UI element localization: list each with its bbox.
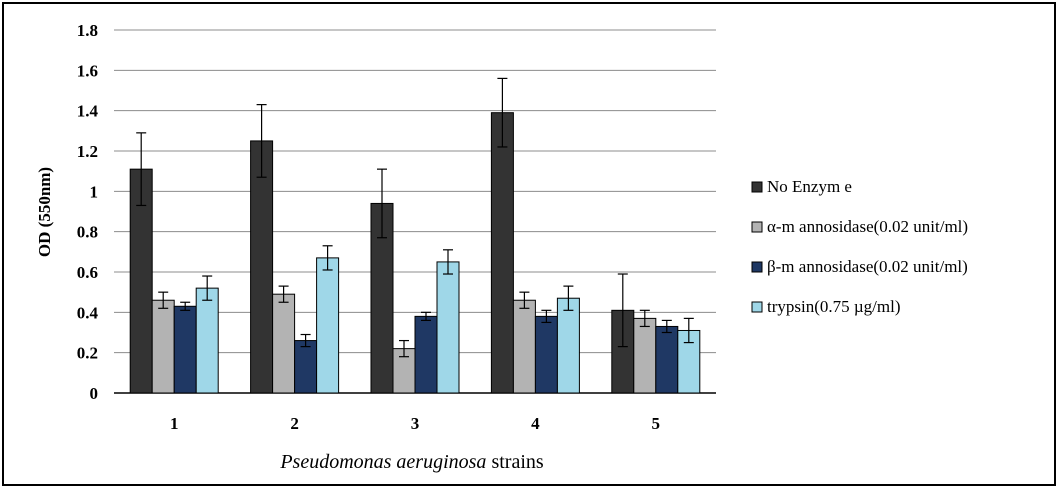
bar bbox=[195, 287, 219, 394]
legend-swatch bbox=[751, 221, 763, 233]
y-axis-ticks: 0 0.2 0.4 0.6 0.8 1 1.2 1.4 1.6 1.8 bbox=[77, 21, 99, 403]
y-tick-label: 1.4 bbox=[77, 102, 99, 121]
y-tick-label: 0.8 bbox=[77, 223, 98, 242]
bar bbox=[316, 257, 340, 394]
bar bbox=[534, 315, 558, 394]
x-tick-label: 4 bbox=[531, 414, 540, 433]
x-tick-label: 5 bbox=[652, 414, 661, 433]
legend-swatch bbox=[751, 261, 763, 273]
legend-label: α-m annosidase(0.02 unit/ml) bbox=[767, 217, 968, 236]
y-tick-label: 0.2 bbox=[77, 344, 98, 363]
x-tick-label: 3 bbox=[411, 414, 420, 433]
x-tick-label: 2 bbox=[290, 414, 299, 433]
y-tick-label: 0.6 bbox=[77, 263, 98, 282]
x-tick-label: 1 bbox=[170, 414, 179, 433]
bar bbox=[250, 140, 274, 394]
legend-swatch bbox=[751, 301, 763, 313]
legend-swatch bbox=[751, 181, 763, 193]
legend-label: β-m annosidase(0.02 unit/ml) bbox=[767, 257, 968, 276]
y-axis-title: OD (550nm) bbox=[35, 167, 54, 257]
legend-label: trypsin(0.75 µg/ml) bbox=[767, 297, 901, 316]
bar bbox=[556, 297, 580, 394]
bar bbox=[436, 261, 460, 394]
bar bbox=[655, 325, 679, 394]
bar bbox=[414, 315, 438, 394]
bar bbox=[151, 299, 175, 394]
x-axis-ticks: 1 2 3 4 5 bbox=[170, 414, 660, 433]
bar bbox=[512, 299, 536, 394]
bar bbox=[633, 317, 657, 394]
x-axis-title: Pseudomonas aeruginosa strains bbox=[279, 451, 544, 473]
bar bbox=[173, 305, 197, 394]
legend-label: No Enzym e bbox=[767, 177, 852, 196]
x-axis-title-rest: strains bbox=[486, 451, 543, 473]
y-tick-label: 0 bbox=[90, 384, 99, 403]
y-tick-label: 1.2 bbox=[77, 142, 98, 161]
bar bbox=[272, 293, 296, 394]
bar bbox=[294, 340, 318, 394]
y-tick-label: 0.4 bbox=[77, 303, 99, 322]
y-tick-label: 1.8 bbox=[77, 21, 98, 40]
x-axis-title-italic: Pseudomonas aeruginosa bbox=[279, 451, 486, 473]
y-tick-label: 1 bbox=[90, 182, 99, 201]
legend: No Enzym e α-m annosidase(0.02 unit/ml) β-… bbox=[751, 177, 968, 316]
bars bbox=[129, 77, 701, 394]
y-tick-label: 1.6 bbox=[77, 61, 98, 80]
bar bbox=[490, 112, 514, 394]
